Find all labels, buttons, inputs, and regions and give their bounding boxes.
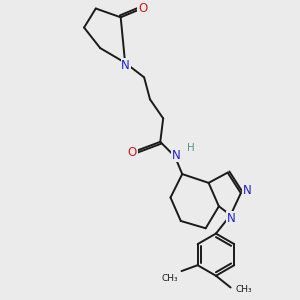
Text: N: N xyxy=(121,58,130,72)
Text: O: O xyxy=(128,146,137,159)
Text: CH₃: CH₃ xyxy=(236,285,253,294)
Text: H: H xyxy=(187,143,195,153)
Text: CH₃: CH₃ xyxy=(162,274,178,283)
Text: O: O xyxy=(138,2,147,15)
Text: N: N xyxy=(243,184,252,197)
Text: N: N xyxy=(227,212,236,225)
Text: N: N xyxy=(172,148,181,161)
